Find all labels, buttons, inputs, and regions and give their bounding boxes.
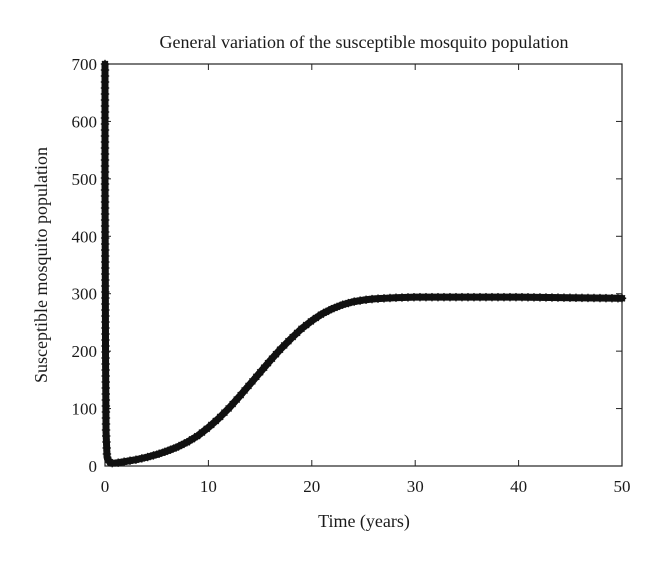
series-marker [101,371,110,381]
series-marker [102,443,111,453]
y-tick-label: 0 [89,457,98,476]
series-marker [565,293,575,302]
y-tick-label: 400 [72,227,98,246]
series-marker [100,227,110,237]
series-marker [131,455,141,464]
series-marker [125,456,135,465]
series-marker [361,295,371,304]
series-line [101,60,626,467]
series-marker [355,296,365,305]
series-marker [445,292,455,302]
series-marker [101,245,110,255]
series-marker [427,292,437,302]
x-axis: 0 10 20 30 40 50 [101,64,631,496]
series-marker [493,292,503,302]
y-tick-label: 600 [72,112,98,131]
series-marker [571,293,581,302]
series-marker [617,294,627,303]
series-marker [102,449,112,459]
series-marker [100,185,110,195]
series-marker [100,119,110,129]
y-tick-label: 500 [72,170,98,189]
chart-title: General variation of the susceptible mos… [160,32,569,52]
x-tick-label: 20 [303,477,320,496]
series-marker [202,424,211,434]
series-marker [338,300,347,309]
series-marker [421,292,431,302]
series-marker [143,452,152,462]
series-marker [583,293,593,303]
x-tick-label: 30 [407,477,424,496]
series-marker [101,395,111,405]
series-marker [297,324,306,333]
series-marker [301,320,311,330]
series-marker [292,328,302,338]
series-marker [101,353,110,363]
y-tick-label: 200 [72,342,98,361]
series-marker [100,131,110,141]
series-marker [547,293,557,302]
series-marker [101,359,110,369]
series-marker [137,454,147,463]
series-marker [207,420,216,430]
series-marker [517,292,527,302]
series-marker [119,457,129,466]
plot-frame [104,63,623,467]
series-marker [311,313,321,323]
series-marker [100,107,110,117]
series-marker [306,317,316,326]
series-marker [149,451,158,460]
y-tick-label: 100 [72,400,98,419]
series-marker [101,257,110,267]
y-axis-title: Susceptible mosquito population [31,147,51,383]
series-marker [101,365,110,375]
series-marker [101,401,111,411]
series-marker [101,347,110,357]
x-tick-label: 50 [614,477,631,496]
series-marker [101,287,110,297]
y-tick-label: 700 [72,55,98,74]
series-marker [511,292,521,302]
series-marker [101,407,111,417]
y-tick-label: 300 [72,285,98,304]
x-tick-label: 40 [510,477,527,496]
series-marker [559,293,569,302]
series-marker [607,293,617,303]
series-marker [192,431,202,441]
x-tick-label: 0 [101,477,110,496]
y-axis: 0 100 200 300 400 500 600 700 [72,55,622,476]
x-tick-label: 10 [200,477,217,496]
series-marker [100,221,110,231]
x-axis-title: Time (years) [318,511,410,532]
series-marker [224,404,233,413]
series-marker [240,386,249,395]
series-marker [100,101,110,111]
series-marker [113,458,123,467]
series-marker [439,292,449,302]
series-marker [101,275,110,285]
series-layer [100,59,627,468]
series-marker [101,317,110,327]
series-marker [350,297,359,306]
series-marker [101,293,110,303]
series-marker [197,428,207,437]
series-marker [344,298,353,308]
series-marker [166,445,175,454]
